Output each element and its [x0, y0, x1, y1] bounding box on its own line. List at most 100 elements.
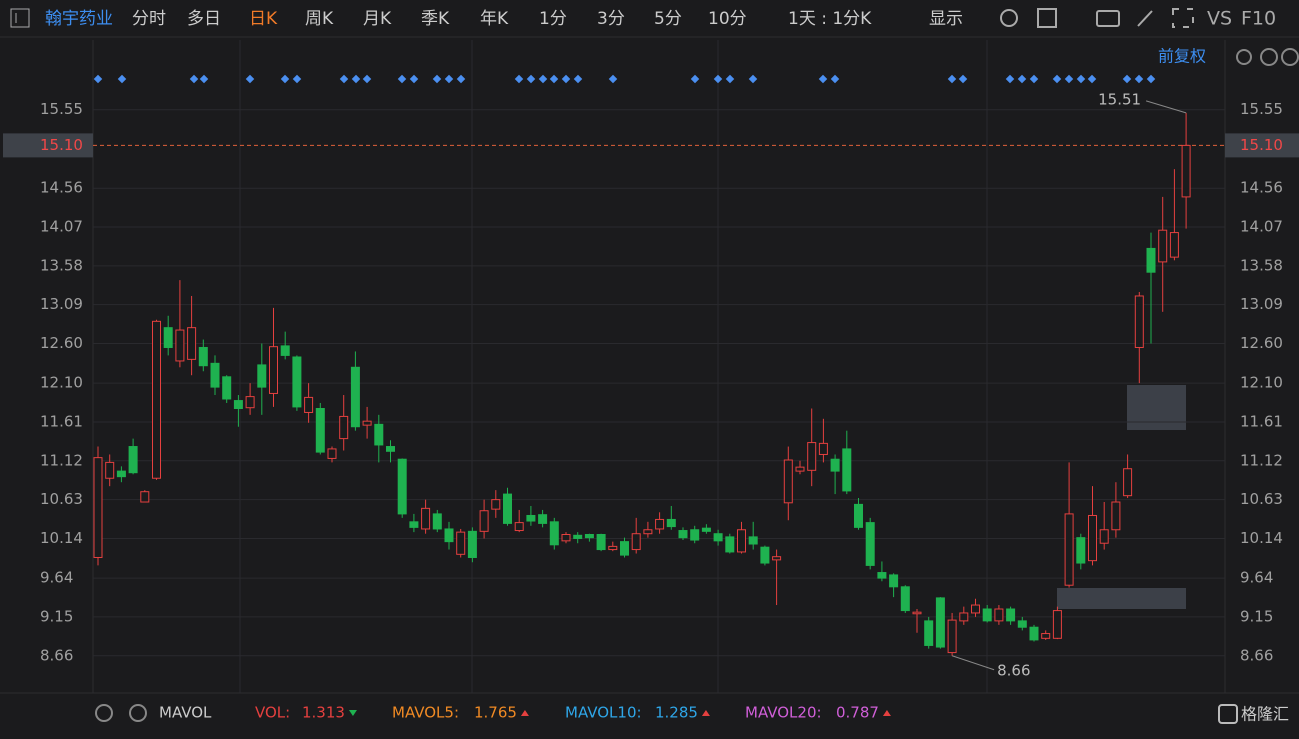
settings-icon[interactable]	[1000, 9, 1018, 27]
candle-body	[233, 400, 243, 410]
indicator-name[interactable]: MAVOL	[159, 704, 212, 722]
candle-body	[655, 518, 665, 530]
candle-body	[737, 529, 746, 553]
candle-body	[900, 586, 910, 612]
y-tick-label: 9.64	[40, 569, 73, 587]
period-select[interactable]: 1天 : 1分K	[788, 9, 872, 29]
candle-body	[924, 620, 934, 646]
y2-tick-label: 9.64	[1240, 569, 1273, 587]
event-marker	[397, 74, 407, 84]
tab[interactable]: 日K	[249, 9, 278, 29]
candle-body	[116, 470, 126, 478]
y2-tick-label: 14.07	[1240, 218, 1283, 236]
display-button[interactable]: 显示	[929, 9, 963, 29]
candle-body	[444, 528, 454, 543]
y-tick-label: 14.56	[40, 179, 83, 197]
candle-body	[304, 396, 314, 413]
candle-body	[912, 611, 922, 615]
vs-button[interactable]: VS	[1207, 8, 1232, 30]
logo-icon	[1218, 704, 1238, 724]
gap-box	[1057, 588, 1186, 609]
y2-tick-label: 11.12	[1240, 451, 1283, 469]
candle-body	[128, 446, 138, 474]
candle-body	[1099, 529, 1109, 544]
candle-body	[818, 442, 828, 455]
candle-body	[538, 514, 548, 524]
adjust-button[interactable]: 前复权	[1158, 47, 1206, 66]
candle-body	[666, 518, 676, 528]
event-marker	[432, 74, 442, 84]
candle-body	[1181, 144, 1191, 198]
pen-icon[interactable]	[1137, 10, 1153, 27]
candle-body	[491, 499, 501, 510]
indicator-label: MAVOL20:	[745, 704, 822, 722]
event-marker	[444, 74, 454, 84]
f10-button[interactable]: F10	[1241, 8, 1276, 30]
tab[interactable]: 季K	[421, 9, 450, 29]
event-marker	[292, 74, 302, 84]
candles: 15.51 8.66	[93, 90, 1191, 679]
reset-icon[interactable]	[1236, 49, 1252, 65]
camera-icon[interactable]	[1096, 10, 1120, 27]
candle-body	[292, 356, 302, 408]
trend-arrow	[701, 710, 710, 716]
candle-body	[1017, 620, 1027, 628]
candle-body	[549, 521, 559, 546]
y2-tick-label: 10.14	[1240, 529, 1283, 547]
candle-body	[467, 530, 477, 558]
tab[interactable]: 年K	[480, 9, 509, 29]
candle-body	[175, 329, 185, 362]
candle-body	[105, 461, 115, 479]
event-marker	[199, 74, 209, 84]
candle-body	[561, 534, 571, 542]
event-marker	[189, 74, 199, 84]
candle-body	[971, 604, 980, 614]
max-leader	[1145, 100, 1187, 114]
candle-body	[877, 572, 887, 579]
stock-name[interactable]: 翰宇药业	[45, 9, 113, 29]
candle-body	[994, 608, 1004, 622]
tab[interactable]: 分时	[132, 9, 166, 29]
y2-tick-label: 10.63	[1240, 490, 1283, 508]
event-marker	[245, 74, 255, 84]
candle-body	[947, 619, 957, 654]
y-tick-label: 9.15	[40, 607, 73, 625]
candle-body	[713, 533, 723, 542]
indicator-close[interactable]	[129, 704, 147, 722]
tab[interactable]: 周K	[305, 9, 334, 29]
indicator-label: MAVOL10:	[565, 704, 642, 722]
candle-body	[982, 608, 992, 622]
y-tick-label: 11.61	[40, 412, 83, 430]
candle-body	[1029, 626, 1039, 641]
tab[interactable]: 5分	[654, 9, 682, 29]
tab[interactable]: 月K	[363, 9, 392, 29]
event-marker	[362, 74, 372, 84]
menu-icon[interactable]	[10, 8, 30, 28]
zoom-out-icon[interactable]	[1260, 48, 1278, 66]
y-tick-label: 10.63	[40, 490, 83, 508]
candle-body	[374, 423, 384, 446]
candle-body	[608, 545, 618, 551]
candle-body	[409, 521, 419, 528]
y-tick-label: 11.12	[40, 451, 83, 469]
candle-body	[210, 362, 220, 388]
y-tick-label: 10.14	[40, 529, 83, 547]
y2-tick-label: 12.10	[1240, 374, 1283, 392]
indicator-settings[interactable]	[95, 704, 113, 722]
box-icon[interactable]	[1037, 8, 1057, 28]
fullscreen-icon[interactable]	[1172, 8, 1194, 28]
tab[interactable]: 1分	[539, 9, 567, 29]
candle-body	[1064, 513, 1074, 586]
tab[interactable]: 3分	[597, 9, 625, 29]
tab[interactable]: 多日	[187, 9, 221, 29]
zoom-in-icon[interactable]	[1281, 48, 1299, 66]
y2-tick-label: 11.61	[1240, 412, 1283, 430]
candle-body	[1158, 229, 1168, 263]
candle-body	[748, 536, 758, 545]
event-marker	[117, 74, 127, 84]
tab[interactable]: 10分	[708, 9, 747, 29]
candle-body	[643, 529, 653, 535]
candle-body	[432, 513, 442, 530]
